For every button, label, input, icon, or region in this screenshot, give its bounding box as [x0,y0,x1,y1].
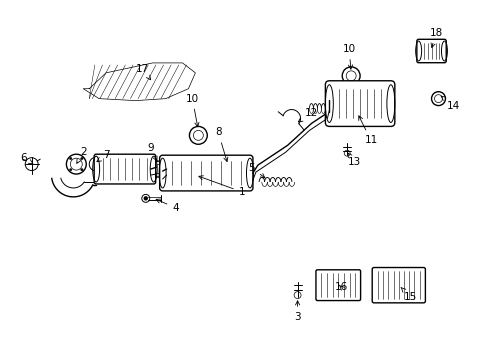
FancyBboxPatch shape [416,39,446,63]
Circle shape [69,168,72,171]
Circle shape [81,157,83,160]
Text: 15: 15 [400,287,416,302]
Text: 7: 7 [97,150,109,162]
Text: 11: 11 [358,116,377,145]
Text: 13: 13 [347,153,360,167]
FancyBboxPatch shape [315,270,360,301]
Text: 3: 3 [294,301,300,322]
Text: 8: 8 [214,127,227,162]
FancyBboxPatch shape [325,81,394,126]
Text: 17: 17 [136,64,150,80]
Polygon shape [83,63,195,100]
Circle shape [69,157,72,160]
Circle shape [144,197,147,200]
FancyBboxPatch shape [94,154,155,184]
Text: 10: 10 [185,94,199,127]
Text: 16: 16 [334,282,347,292]
FancyBboxPatch shape [371,267,425,303]
Text: 10: 10 [342,44,355,69]
Text: 1: 1 [199,176,245,197]
Text: 18: 18 [429,28,442,48]
Text: 4: 4 [156,199,179,213]
Text: 2: 2 [77,147,86,163]
Text: 6: 6 [20,153,33,164]
Text: 14: 14 [440,96,459,111]
Circle shape [81,168,83,171]
FancyBboxPatch shape [160,155,252,191]
Text: 12: 12 [298,108,318,122]
Text: 5: 5 [248,163,264,178]
Text: 9: 9 [147,143,157,161]
